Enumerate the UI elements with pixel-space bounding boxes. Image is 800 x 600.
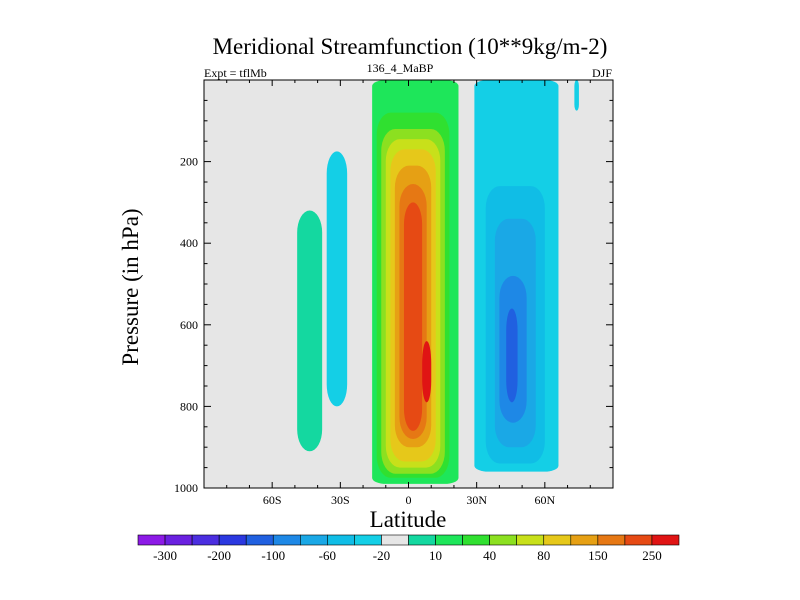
plot-area: 60S 30S 0 30N 60N 200 400 600 800 1000 <box>174 79 614 507</box>
y-tick-label: 1000 <box>174 481 198 495</box>
colorbar-label: -20 <box>373 548 390 563</box>
axis-ticks: 60S 30S 0 30N 60N 200 400 600 800 1000 <box>174 79 614 507</box>
colorbar-swatch <box>462 534 490 546</box>
colorbar-label: 40 <box>483 548 496 563</box>
colorbar-swatch <box>651 534 680 546</box>
contour-northern-cell-80 <box>506 308 518 403</box>
colorbar-swatch <box>570 534 599 546</box>
colorbar-swatch <box>164 534 193 546</box>
y-axis-title: Pressure (in hPa) <box>118 208 143 365</box>
time-label: 136_4_MaBP <box>367 61 434 75</box>
colorbar-label: 250 <box>642 548 662 563</box>
x-tick-label: 30N <box>466 493 487 507</box>
colorbar-swatch <box>489 534 517 546</box>
colorbar-label: -100 <box>261 548 285 563</box>
contour-fields <box>297 80 579 484</box>
x-axis-title: Latitude <box>370 507 447 532</box>
colorbar-label: 10 <box>429 548 442 563</box>
x-tick-label: 60S <box>263 493 282 507</box>
chart-title: Meridional Streamfunction (10**9kg/m-2) <box>213 34 608 59</box>
colorbar-swatch <box>354 534 382 546</box>
colorbar: -300 -200 -100 -60 -20 10 40 80 150 250 <box>137 534 680 563</box>
x-tick-label: 0 <box>406 493 412 507</box>
colorbar-label: 80 <box>537 548 550 563</box>
y-tick-label: 600 <box>180 318 198 332</box>
contour-southern-negative-band <box>326 151 348 407</box>
colorbar-label: -300 <box>153 548 177 563</box>
contour-southern-weak-band <box>297 210 323 452</box>
contour-central-cell-250 <box>403 202 423 431</box>
colorbar-swatch <box>435 534 463 546</box>
colorbar-label: -200 <box>207 548 231 563</box>
y-tick-label: 200 <box>180 155 198 169</box>
colorbar-swatch <box>299 534 328 546</box>
season-label: DJF <box>592 66 612 80</box>
colorbar-swatch <box>408 534 436 546</box>
colorbar-swatch <box>191 534 220 546</box>
colorbar-swatch <box>381 534 409 546</box>
y-tick-label: 800 <box>180 399 198 413</box>
colorbar-label: 150 <box>588 548 608 563</box>
experiment-label: Expt = tflMb <box>204 66 267 80</box>
colorbar-swatch <box>272 534 301 546</box>
y-tick-label: 400 <box>180 236 198 250</box>
contour-central-core-300 <box>422 341 432 403</box>
colorbar-swatch <box>597 534 626 546</box>
colorbar-swatch <box>624 534 653 546</box>
colorbar-swatch <box>327 534 355 546</box>
colorbar-swatch <box>137 534 166 546</box>
colorbar-swatch <box>543 534 572 546</box>
x-tick-label: 60N <box>534 493 555 507</box>
x-tick-label: 30S <box>331 493 350 507</box>
colorbar-swatch <box>218 534 247 546</box>
colorbar-swatch <box>516 534 545 546</box>
colorbar-label: -60 <box>319 548 336 563</box>
colorbar-swatch <box>245 534 274 546</box>
contour-polar-negative-sliver <box>574 80 579 111</box>
